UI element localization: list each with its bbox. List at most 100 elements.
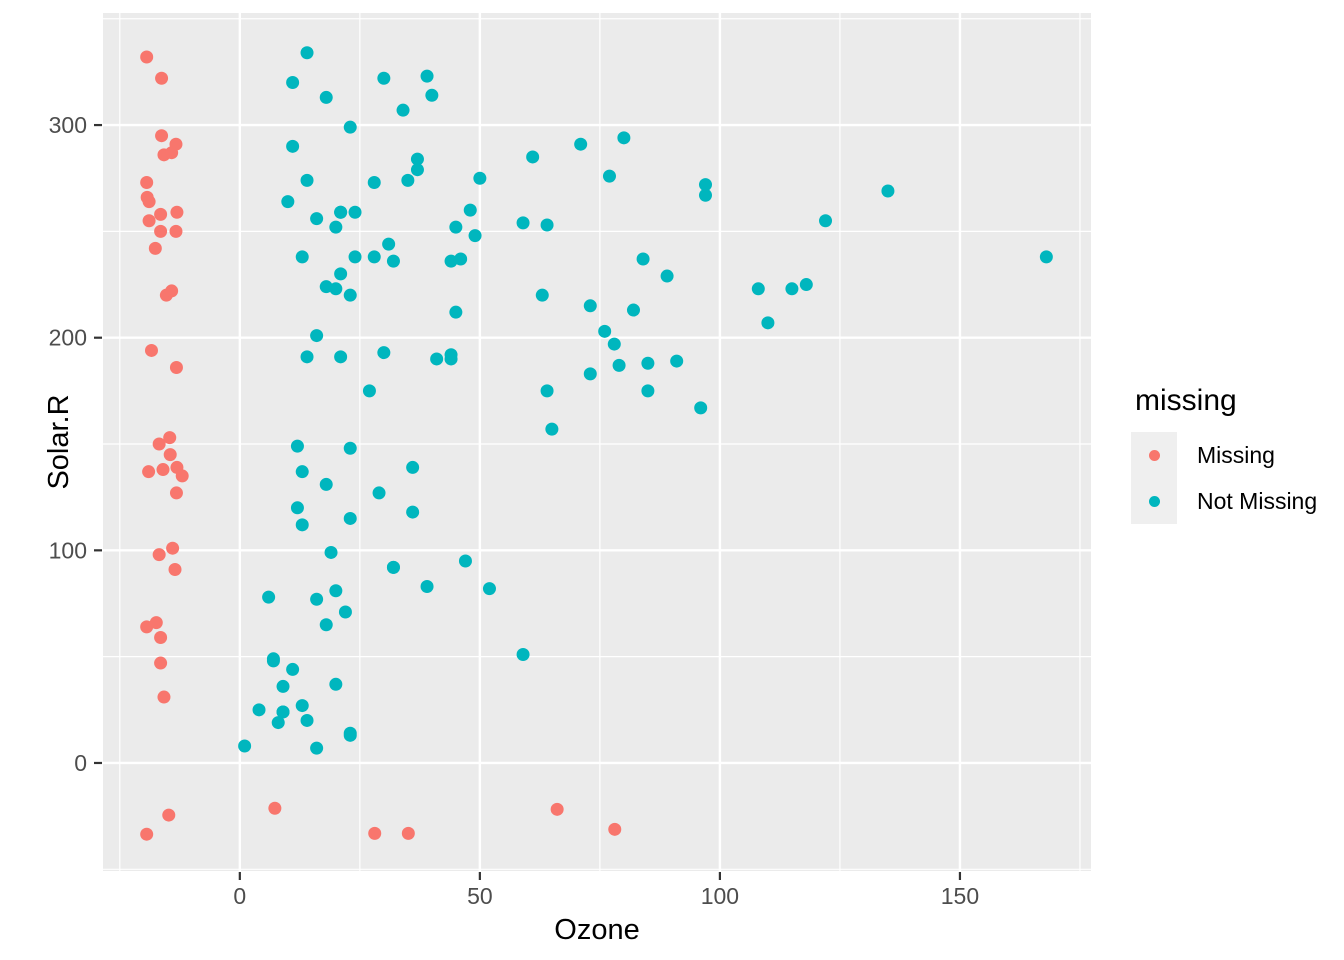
data-point	[785, 282, 799, 296]
data-point	[154, 631, 168, 645]
data-point	[660, 269, 674, 283]
y-tick-label: 100	[49, 537, 87, 563]
y-tick-label: 200	[49, 325, 87, 351]
data-point	[319, 618, 333, 632]
data-point	[334, 205, 348, 219]
data-point	[458, 554, 472, 568]
data-point	[617, 131, 631, 145]
data-point	[545, 422, 559, 436]
y-axis-title: Solar.R	[43, 394, 76, 490]
data-point	[238, 739, 252, 753]
data-point	[329, 220, 343, 234]
data-point	[367, 175, 381, 189]
data-point	[377, 346, 391, 360]
data-point	[362, 384, 376, 398]
data-point	[295, 699, 309, 713]
data-point	[142, 465, 156, 479]
data-point	[163, 431, 177, 445]
legend-key-not-missing	[1131, 478, 1177, 524]
data-point	[444, 352, 458, 366]
data-point	[300, 173, 314, 187]
data-point	[881, 184, 895, 198]
data-point	[329, 282, 343, 296]
data-point	[463, 203, 477, 217]
data-point	[290, 439, 304, 453]
data-point	[343, 511, 357, 525]
data-point	[473, 171, 487, 185]
data-point	[324, 545, 338, 559]
data-point	[175, 469, 189, 483]
data-point	[406, 460, 420, 474]
data-point	[449, 220, 463, 234]
data-point	[168, 562, 182, 576]
data-point	[819, 214, 833, 228]
data-point	[410, 163, 424, 177]
data-point	[155, 71, 169, 85]
data-point	[626, 303, 640, 317]
data-point	[319, 90, 333, 104]
plot-panel	[103, 13, 1091, 871]
data-point	[276, 679, 290, 693]
data-point	[142, 214, 156, 228]
data-point	[420, 69, 434, 83]
data-point	[698, 188, 712, 202]
data-point	[165, 146, 179, 160]
data-point	[300, 713, 314, 727]
data-point	[583, 299, 597, 313]
data-point	[382, 237, 396, 251]
legend-item-missing: Missing	[1131, 432, 1317, 478]
legend-title: missing	[1135, 384, 1237, 417]
data-point	[540, 218, 554, 232]
data-point	[142, 195, 156, 209]
data-point	[334, 267, 348, 281]
data-point	[449, 305, 463, 319]
data-point	[338, 605, 352, 619]
data-point	[698, 178, 712, 192]
data-point	[368, 826, 382, 840]
data-point	[670, 354, 684, 368]
x-tick-label: 100	[701, 883, 739, 909]
data-point	[140, 620, 154, 634]
data-point	[343, 288, 357, 302]
x-tick-label: 0	[233, 883, 246, 909]
data-point	[154, 207, 168, 221]
data-point	[148, 241, 162, 255]
data-point	[636, 252, 650, 266]
data-point	[310, 329, 324, 343]
data-point	[540, 384, 554, 398]
data-point	[482, 582, 496, 596]
legend-key-missing	[1131, 432, 1177, 478]
data-point	[281, 195, 295, 209]
data-point	[163, 448, 177, 462]
data-point	[598, 324, 612, 338]
data-point	[406, 505, 420, 519]
data-point	[367, 250, 381, 264]
data-point	[334, 350, 348, 364]
data-point	[310, 741, 324, 755]
y-tick-label: 300	[49, 112, 87, 138]
data-point	[300, 350, 314, 364]
data-point	[761, 316, 775, 330]
missing-point-icon	[1148, 449, 1160, 461]
data-point	[694, 401, 708, 415]
data-point	[266, 652, 280, 666]
data-point	[166, 541, 180, 555]
data-point	[348, 250, 362, 264]
data-point	[140, 50, 154, 64]
legend-label-not-missing: Not Missing	[1197, 487, 1318, 514]
data-point	[602, 169, 616, 183]
data-point	[157, 690, 171, 704]
data-point	[1039, 250, 1053, 264]
data-point	[170, 205, 184, 219]
data-point	[154, 224, 168, 238]
data-point	[286, 76, 300, 90]
data-point	[612, 358, 626, 372]
legend-item-not-missing: Not Missing	[1131, 478, 1317, 524]
x-tick-label: 50	[467, 883, 493, 909]
data-point	[310, 212, 324, 226]
data-point	[641, 356, 655, 370]
not-missing-point-icon	[1148, 495, 1160, 507]
data-point	[430, 352, 444, 366]
data-point	[252, 703, 266, 717]
